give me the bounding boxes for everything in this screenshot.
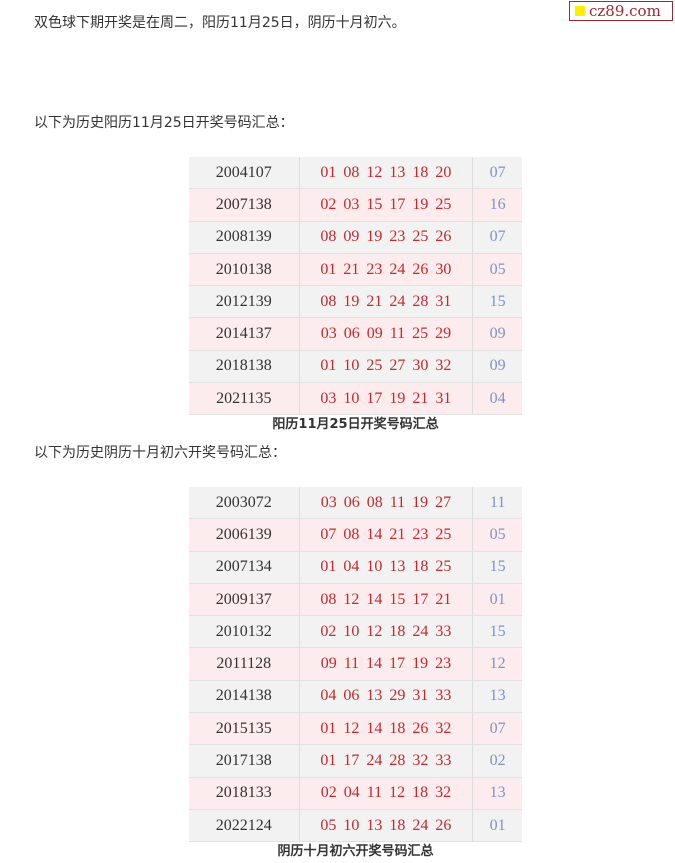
table-row: 2010138 01 21 23 24 26 30 05 <box>189 253 522 287</box>
table-row: 2003072 03 06 08 11 19 27 11 <box>189 487 522 520</box>
issue-cell: 2010138 <box>189 253 300 287</box>
red-balls-cell: 08 09 19 23 25 26 <box>299 221 474 254</box>
blue-ball-cell: 15 <box>472 551 522 584</box>
table-row: 2006139 07 08 14 21 23 25 05 <box>189 518 522 552</box>
blue-ball-cell: 07 <box>472 157 522 190</box>
issue-cell: 2007138 <box>189 188 300 222</box>
issue-cell: 2018138 <box>189 350 300 384</box>
red-balls-cell: 01 21 23 24 26 30 <box>299 253 474 287</box>
red-balls-cell: 05 10 13 18 24 26 <box>299 809 474 843</box>
red-balls-cell: 08 12 14 15 17 21 <box>299 583 474 617</box>
blue-ball-cell: 12 <box>472 647 522 681</box>
issue-cell: 2006139 <box>189 518 300 552</box>
red-balls-cell: 03 06 09 11 25 29 <box>299 317 474 351</box>
red-balls-cell: 01 04 10 13 18 25 <box>299 551 474 584</box>
table-row: 2007138 02 03 15 17 19 25 16 <box>189 188 522 222</box>
table-row: 2008139 08 09 19 23 25 26 07 <box>189 221 522 254</box>
blue-ball-cell: 01 <box>472 809 522 843</box>
table-row: 2014138 04 06 13 29 31 33 13 <box>189 680 522 714</box>
red-balls-cell: 03 10 17 19 21 31 <box>299 382 474 416</box>
red-balls-cell: 03 06 08 11 19 27 <box>299 487 474 520</box>
watermark-text: cz89.com <box>589 2 661 20</box>
table-row: 2011128 09 11 14 17 19 23 12 <box>189 647 522 681</box>
issue-cell: 2004107 <box>189 157 300 190</box>
table-row: 2015135 01 12 14 18 26 32 07 <box>189 712 522 746</box>
issue-cell: 2010132 <box>189 615 300 649</box>
blue-ball-cell: 07 <box>472 221 522 254</box>
issue-cell: 2014137 <box>189 317 300 351</box>
blue-ball-cell: 04 <box>472 382 522 416</box>
blue-ball-cell: 05 <box>472 253 522 287</box>
red-balls-cell: 01 08 12 13 18 20 <box>299 157 474 190</box>
section1-caption: 阳历11月25日开奖号码汇总 <box>272 417 439 432</box>
blue-ball-cell: 02 <box>472 744 522 778</box>
blue-ball-cell: 01 <box>472 583 522 617</box>
blue-ball-cell: 13 <box>472 680 522 714</box>
logo-square-icon <box>575 6 585 16</box>
issue-cell: 2012139 <box>189 285 300 319</box>
blue-ball-cell: 05 <box>472 518 522 552</box>
table-row: 2017138 01 17 24 28 32 33 02 <box>189 744 522 778</box>
issue-cell: 2007134 <box>189 551 300 584</box>
red-balls-cell: 07 08 14 21 23 25 <box>299 518 474 552</box>
red-balls-cell: 01 12 14 18 26 32 <box>299 712 474 746</box>
issue-cell: 2018133 <box>189 777 300 810</box>
issue-cell: 2017138 <box>189 744 300 778</box>
red-balls-cell: 01 17 24 28 32 33 <box>299 744 474 778</box>
table-row: 2014137 03 06 09 11 25 29 09 <box>189 317 522 351</box>
issue-cell: 2014138 <box>189 680 300 714</box>
issue-cell: 2009137 <box>189 583 300 617</box>
issue-cell: 2011128 <box>189 647 300 681</box>
solar-date-table: 2004107 01 08 12 13 18 20 07 2007138 02 03 1… <box>189 157 522 416</box>
issue-cell: 2022124 <box>189 809 300 843</box>
issue-cell: 2008139 <box>189 221 300 254</box>
watermark-logo: cz89.com <box>569 1 673 21</box>
section2-heading: 以下为历史阴历十月初六开奖号码汇总： <box>34 445 286 461</box>
issue-cell: 2015135 <box>189 712 300 746</box>
intro-text: 双色球下期开奖是在周二，阳历11月25日，阴历十月初六。 <box>34 15 406 31</box>
red-balls-cell: 04 06 13 29 31 33 <box>299 680 474 714</box>
table-row: 2010132 02 10 12 18 24 33 15 <box>189 615 522 649</box>
table-row: 2012139 08 19 21 24 28 31 15 <box>189 285 522 319</box>
red-balls-cell: 09 11 14 17 19 23 <box>299 647 474 681</box>
issue-cell: 2003072 <box>189 487 300 520</box>
blue-ball-cell: 13 <box>472 777 522 810</box>
blue-ball-cell: 15 <box>472 285 522 319</box>
table-row: 2021135 03 10 17 19 21 31 04 <box>189 382 522 416</box>
red-balls-cell: 02 03 15 17 19 25 <box>299 188 474 222</box>
blue-ball-cell: 09 <box>472 317 522 351</box>
section1-heading: 以下为历史阳历11月25日开奖号码汇总： <box>34 115 294 131</box>
issue-cell: 2021135 <box>189 382 300 416</box>
blue-ball-cell: 15 <box>472 615 522 649</box>
blue-ball-cell: 09 <box>472 350 522 384</box>
red-balls-cell: 02 10 12 18 24 33 <box>299 615 474 649</box>
table-row: 2007134 01 04 10 13 18 25 15 <box>189 551 522 584</box>
blue-ball-cell: 16 <box>472 188 522 222</box>
red-balls-cell: 02 04 11 12 18 32 <box>299 777 474 810</box>
lunar-date-table: 2003072 03 06 08 11 19 27 11 2006139 07 08 1… <box>189 487 522 843</box>
red-balls-cell: 01 10 25 27 30 32 <box>299 350 474 384</box>
table-row: 2018138 01 10 25 27 30 32 09 <box>189 350 522 384</box>
table-row: 2004107 01 08 12 13 18 20 07 <box>189 157 522 190</box>
table-row: 2018133 02 04 11 12 18 32 13 <box>189 777 522 810</box>
table-row: 2022124 05 10 13 18 24 26 01 <box>189 809 522 843</box>
blue-ball-cell: 11 <box>472 487 522 520</box>
table-row: 2009137 08 12 14 15 17 21 01 <box>189 583 522 617</box>
red-balls-cell: 08 19 21 24 28 31 <box>299 285 474 319</box>
blue-ball-cell: 07 <box>472 712 522 746</box>
section2-caption: 阴历十月初六开奖号码汇总 <box>277 844 434 859</box>
